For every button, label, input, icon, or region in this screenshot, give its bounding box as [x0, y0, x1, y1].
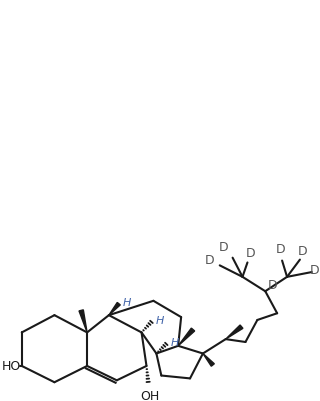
Text: D: D: [246, 247, 255, 260]
Polygon shape: [203, 354, 214, 366]
Text: H: H: [156, 315, 164, 325]
Text: D: D: [275, 242, 285, 255]
Text: D: D: [205, 253, 215, 266]
Text: D: D: [219, 240, 228, 253]
Text: OH: OH: [140, 389, 160, 401]
Text: HO: HO: [2, 360, 21, 373]
Polygon shape: [79, 310, 87, 332]
Polygon shape: [109, 303, 120, 315]
Text: H: H: [170, 337, 179, 347]
Text: D: D: [310, 263, 320, 276]
Text: H: H: [123, 297, 131, 307]
Polygon shape: [226, 325, 243, 339]
Polygon shape: [178, 328, 195, 346]
Text: D: D: [268, 278, 277, 291]
Text: D: D: [298, 245, 308, 258]
